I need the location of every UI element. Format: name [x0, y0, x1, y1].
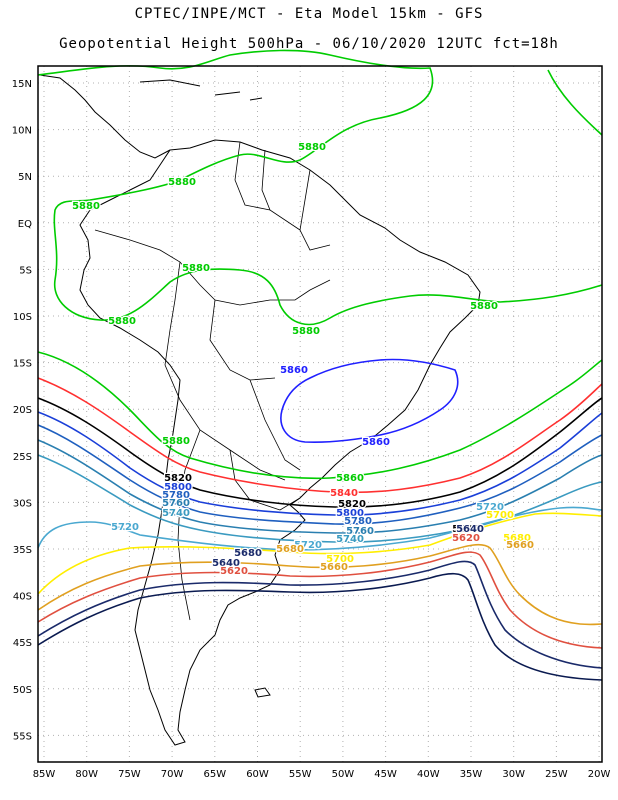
- contour-label: 5820: [164, 473, 192, 484]
- contour-label: 5860: [336, 473, 364, 484]
- falkland-islands: [254, 687, 271, 698]
- lon-label: 60W: [246, 769, 269, 780]
- lat-label: 30S: [13, 498, 32, 509]
- contour-label: 5880: [292, 326, 320, 337]
- lon-label: 85W: [33, 769, 56, 780]
- lon-label: 35W: [460, 769, 483, 780]
- contour-label: 5740: [162, 508, 190, 519]
- contour-label: 5780: [344, 516, 372, 527]
- contour-label: 5880: [168, 177, 196, 188]
- contour-label: 5880: [470, 301, 498, 312]
- contour-5680: [37, 543, 603, 626]
- contour-label: 5720: [476, 502, 504, 513]
- contour-label: 5660: [320, 562, 348, 573]
- contour-label: 5880: [108, 316, 136, 327]
- lat-label: EQ: [18, 219, 32, 230]
- contour-5820: [37, 397, 603, 508]
- contour-label: 5880: [72, 201, 100, 212]
- lon-label: 20W: [588, 769, 611, 780]
- contour-label: 5840: [330, 488, 358, 499]
- contour-label: 5880: [298, 142, 326, 153]
- contour-label: 5620: [220, 566, 248, 577]
- contour-5620: [37, 572, 603, 681]
- contour-5840: [37, 377, 603, 494]
- lon-label: 25W: [545, 769, 568, 780]
- lon-label: 45W: [374, 769, 397, 780]
- contour-label: 5860: [362, 437, 390, 448]
- title-line-1: CPTEC/INPE/MCT - Eta Model 15km - GFS: [134, 6, 484, 22]
- contour-5800: [37, 411, 603, 516]
- lat-label: 10N: [12, 126, 32, 137]
- contour-label: 5760: [162, 498, 190, 509]
- contour-5740: [37, 454, 603, 543]
- contour-label: 5720: [294, 540, 322, 551]
- lat-label: 5N: [18, 172, 32, 183]
- lat-label: 15S: [13, 359, 32, 370]
- lat-label: 5S: [19, 265, 32, 276]
- contour-label: 5640: [456, 524, 484, 535]
- lat-label: 45S: [13, 638, 32, 649]
- contour-5760: [37, 439, 603, 534]
- central-america: [39, 74, 171, 159]
- contour-5880-ne: [547, 69, 603, 136]
- contour-5660: [37, 551, 603, 649]
- contour-5700: [37, 512, 603, 595]
- contour-5880-north: [37, 49, 603, 326]
- contour-label: 5680: [234, 548, 262, 559]
- contour-label: 5700: [486, 510, 514, 521]
- contour-label: 5800: [336, 508, 364, 519]
- contour-5720: [37, 506, 603, 551]
- lon-label: 80W: [75, 769, 98, 780]
- contour-label: 5800: [164, 482, 192, 493]
- lat-label: 15N: [12, 79, 32, 90]
- lon-label: 65W: [203, 769, 226, 780]
- contour-label: 5620: [452, 533, 480, 544]
- lat-label: 10S: [13, 312, 32, 323]
- contour-label: 5680: [503, 533, 531, 544]
- graticule-grid: [38, 66, 602, 762]
- coastline: [39, 74, 481, 746]
- lat-label: 50S: [13, 685, 32, 696]
- title-line-2: Geopotential Height 500hPa - 06/10/2020 …: [59, 36, 559, 52]
- contour-label: 5860: [280, 365, 308, 376]
- contour-label: 5740: [336, 534, 364, 545]
- lat-label: 35S: [13, 545, 32, 556]
- lat-label: 20S: [13, 405, 32, 416]
- contour-label: 5640: [212, 558, 240, 569]
- contour-label: 5700: [326, 554, 354, 565]
- lon-label: 40W: [417, 769, 440, 780]
- lat-label: 40S: [13, 592, 32, 603]
- latitude-labels: 15N 10N 5N EQ 5S 10S 15S 20S 25S 30S 35S 40S 45S 50S 5…: [12, 79, 32, 742]
- contour-label: 5880: [162, 436, 190, 447]
- contour-label: 5760: [346, 526, 374, 537]
- contour-label: 5820: [452, 524, 480, 535]
- lat-label: 25S: [13, 452, 32, 463]
- lon-label: 55W: [289, 769, 312, 780]
- contour-label: 5880: [182, 263, 210, 274]
- lon-label: 50W: [332, 769, 355, 780]
- south-america-coast: [79, 139, 481, 746]
- lon-label: 30W: [502, 769, 525, 780]
- contour-labels: 5880 5880 5880 5880 5880 5880 5880 5880 5860 5860…: [71, 141, 535, 579]
- contour-label: 5780: [162, 490, 190, 501]
- contour-label: 5680: [276, 544, 304, 555]
- contour-5860: [280, 358, 459, 443]
- contour-5780: [37, 424, 603, 525]
- contour-lines: [37, 49, 603, 681]
- lat-label: 55S: [13, 731, 32, 742]
- lon-label: 70W: [161, 769, 184, 780]
- contour-label: 5820: [338, 499, 366, 510]
- caribbean-islands: [139, 79, 263, 101]
- map-frame: [37, 65, 603, 763]
- contour-label: 5720: [111, 522, 139, 533]
- contour-5880-south: [37, 351, 603, 480]
- lon-label: 75W: [118, 769, 141, 780]
- contour-label: 5660: [506, 540, 534, 551]
- longitude-labels: 85W 80W 75W 70W 65W 60W 55W 50W 45W 40W 35W 30W 25W 2…: [33, 769, 611, 780]
- contour-5640: [37, 560, 603, 669]
